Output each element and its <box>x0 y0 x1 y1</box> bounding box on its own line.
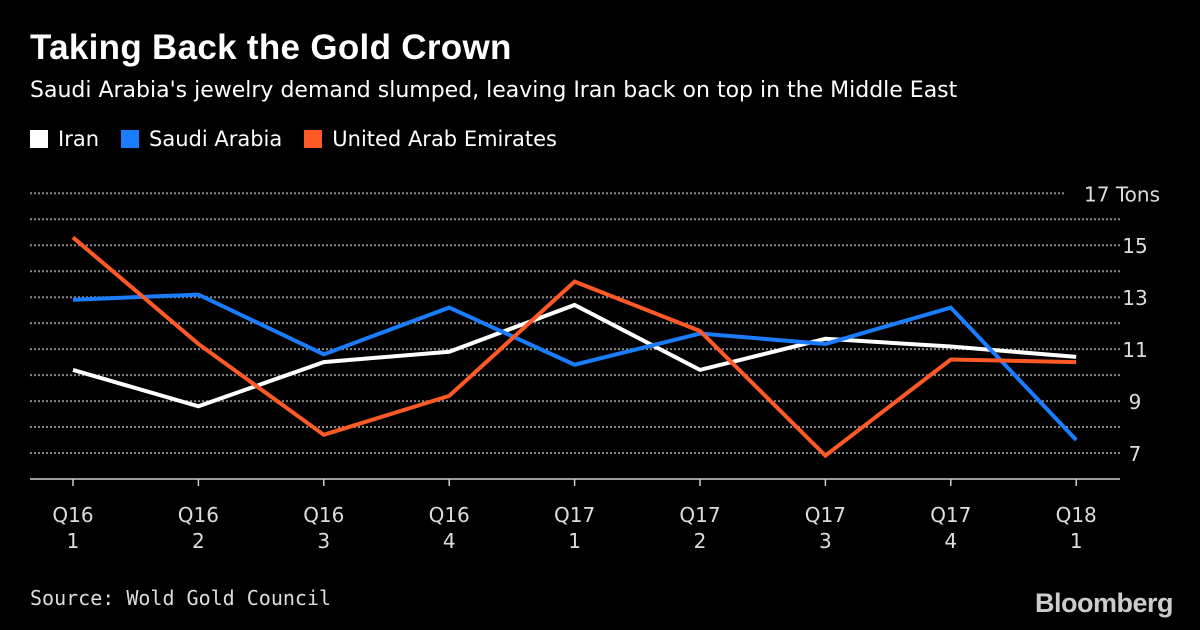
x-tick-label: Q16 <box>429 503 470 527</box>
x-tick-label: 1 <box>67 529 80 553</box>
x-tick-label: 3 <box>819 529 832 553</box>
chart-title: Taking Back the Gold Crown <box>30 28 512 67</box>
x-tick-label: Q16 <box>303 503 344 527</box>
x-tick-label: Q17 <box>930 503 971 527</box>
x-tick-label: Q17 <box>679 503 720 527</box>
x-tick-label: 4 <box>443 529 456 553</box>
series-line-saudi-arabia <box>72 292 1078 442</box>
legend-swatch <box>30 130 48 148</box>
legend-item-saudi-arabia: Saudi Arabia <box>121 127 282 151</box>
x-tick-label: 3 <box>317 529 330 553</box>
y-tick-label: 15 <box>1122 234 1147 258</box>
x-tick-label: 1 <box>568 529 581 553</box>
legend-label: Iran <box>58 127 100 151</box>
x-tick-label: Q17 <box>554 503 595 527</box>
x-tick-label: Q16 <box>52 503 93 527</box>
y-tick-label: 9 <box>1129 390 1142 414</box>
x-tick-label: Q16 <box>178 503 219 527</box>
x-tick-label: 2 <box>694 529 707 553</box>
x-tick-label: Q17 <box>805 503 846 527</box>
legend-swatch <box>304 130 323 148</box>
series-line-united-arab-emirates <box>71 235 1077 459</box>
x-tick-label: Q18 <box>1056 503 1097 527</box>
y-tick-label: 13 <box>1122 286 1147 310</box>
x-tick-label: 1 <box>1070 529 1083 553</box>
x-tick-label: 2 <box>192 529 205 553</box>
bloomberg-logo: Bloomberg <box>1034 588 1174 618</box>
series-line-iran <box>72 302 1077 409</box>
y-tick-label: 11 <box>1122 338 1147 362</box>
chart-subtitle: Saudi Arabia's jewelry demand slumped, l… <box>30 78 958 103</box>
legend-item-iran: Iran <box>30 127 99 151</box>
source-note: Source: Wold Gold Council <box>30 586 332 610</box>
y-tick-label: 7 <box>1129 442 1142 466</box>
legend-label: United Arab Emirates <box>332 127 557 151</box>
legend-label: Saudi Arabia <box>149 127 283 151</box>
legend-item-uae: United Arab Emirates <box>304 127 557 151</box>
legend-swatch <box>121 130 140 148</box>
legend: Iran Saudi Arabia United Arab Emirates <box>30 127 557 151</box>
y-tick-label: 17 Tons <box>1084 182 1160 206</box>
x-tick-label: 4 <box>944 529 957 553</box>
